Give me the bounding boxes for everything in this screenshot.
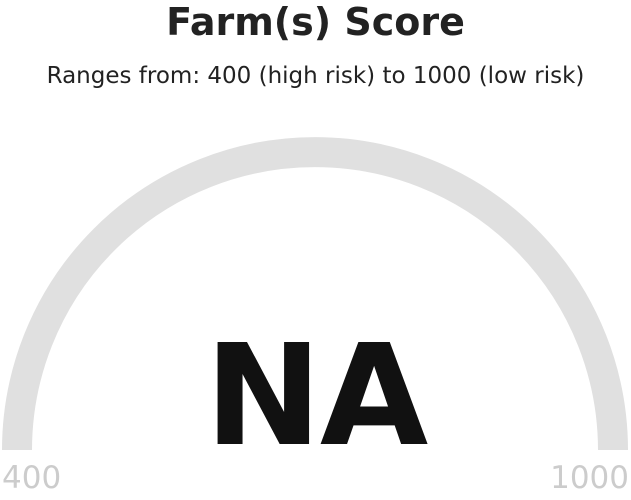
gauge-track <box>2 137 628 451</box>
gauge-subtitle: Ranges from: 400 (high risk) to 1000 (lo… <box>46 63 585 89</box>
gauge-title: Farm(s) Score <box>166 0 465 44</box>
gauge-max-label: 1000 <box>550 460 629 496</box>
gauge-value: NA <box>204 315 429 478</box>
gauge-min-label: 400 <box>2 460 62 496</box>
